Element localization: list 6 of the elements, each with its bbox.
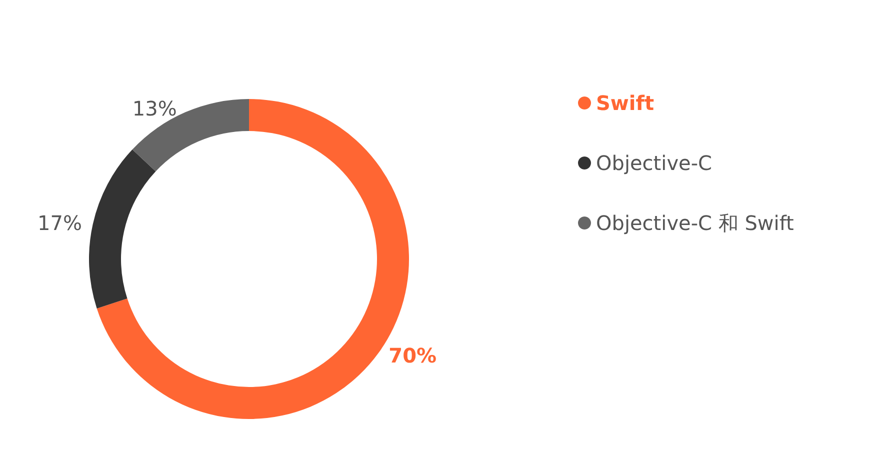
data-label: 13% bbox=[132, 96, 177, 120]
data-label: 17% bbox=[37, 211, 82, 236]
legend-label: Swift bbox=[596, 91, 654, 115]
legend-label: Objective-C 和 Swift bbox=[596, 211, 794, 235]
legend-label: Objective-C bbox=[596, 151, 712, 175]
data-label: 70% bbox=[388, 343, 437, 368]
